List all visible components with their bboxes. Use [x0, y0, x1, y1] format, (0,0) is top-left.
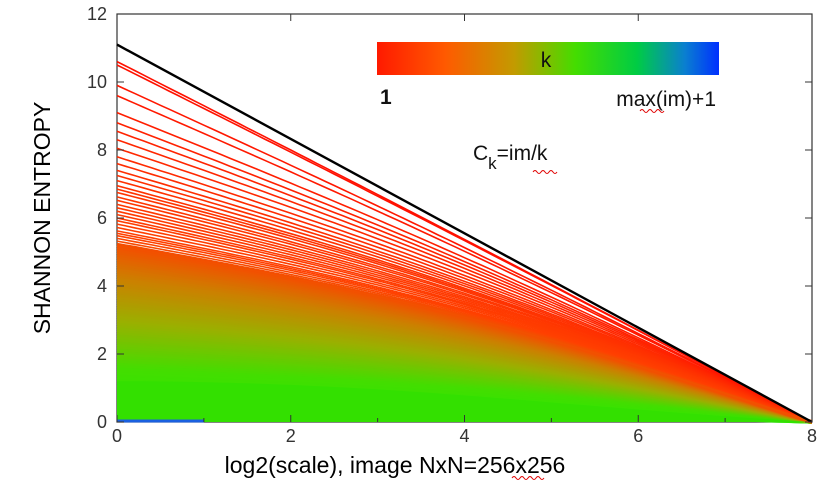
red-curve: [116, 139, 813, 423]
y-tick-label: 2: [97, 344, 107, 364]
y-tick-label: 6: [97, 208, 107, 228]
colorbar-max-label: max(im)+1: [616, 88, 716, 111]
x-axis-label: log2(scale), image NxN=256x256: [225, 452, 566, 478]
y-axis-label: SHANNON ENTROPY: [29, 102, 55, 335]
colorbar-label: k: [541, 49, 552, 72]
y-tick-label: 4: [97, 276, 107, 296]
red-curve: [116, 64, 813, 423]
y-tick-label: 12: [87, 4, 107, 24]
y-tick-label: 8: [97, 140, 107, 160]
reference-line: [116, 43, 813, 424]
red-curve: [116, 245, 813, 423]
red-curve: [116, 122, 813, 423]
red-curve: [116, 162, 813, 423]
formula-spellcheck-squiggle: [532, 170, 558, 174]
nxn-spellcheck-squiggle: [511, 476, 545, 480]
x-tick-label: 0: [112, 426, 122, 446]
axis-ticks: 0 2 4 6 8 0 2 4 6 8 10 12: [87, 4, 817, 446]
colorbar: [377, 42, 719, 75]
im-spellcheck-squiggle: [639, 109, 665, 113]
red-curve: [116, 94, 813, 423]
red-curve: [116, 156, 813, 423]
y-tick-label: 10: [87, 72, 107, 92]
entropy-curves: [116, 60, 813, 424]
x-tick-label: 6: [633, 426, 643, 446]
red-curve: [116, 130, 813, 423]
red-curve: [116, 147, 813, 423]
formula-base: C: [473, 142, 488, 165]
x-tick-label: 4: [459, 426, 469, 446]
red-curve: [116, 84, 813, 423]
formula-annotation: Ck=im/k: [473, 142, 548, 173]
formula-rhs: =im/k: [497, 142, 548, 165]
x-tick-label: 8: [807, 426, 817, 446]
formula-subscript: k: [488, 154, 497, 173]
colorbar-min-label: 1: [380, 86, 392, 109]
y-tick-label: 0: [97, 412, 107, 432]
base-band-fill: [117, 381, 812, 422]
x-tick-label: 2: [286, 426, 296, 446]
red-curve: [116, 111, 813, 423]
reference-line-group: [116, 43, 813, 424]
